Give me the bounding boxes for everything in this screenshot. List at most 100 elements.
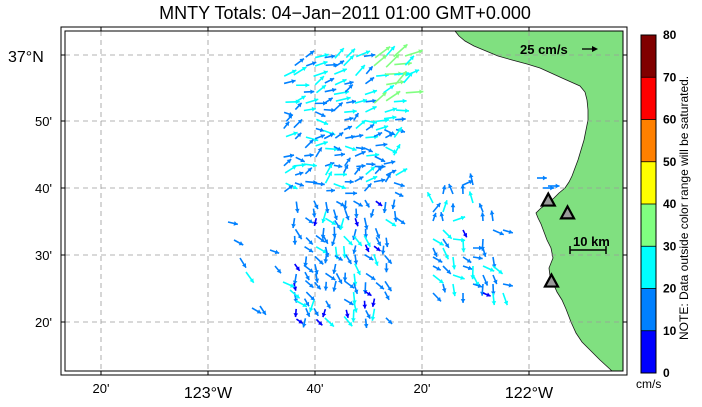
vector-head bbox=[436, 296, 442, 302]
vector-head bbox=[381, 92, 387, 97]
vector-head bbox=[351, 318, 356, 323]
vector-head bbox=[298, 319, 303, 324]
vector-head bbox=[383, 125, 389, 130]
vector-head bbox=[274, 249, 280, 255]
vector-head bbox=[382, 55, 387, 60]
vector-head bbox=[310, 89, 315, 95]
vector-head bbox=[344, 313, 350, 318]
vector-head bbox=[450, 203, 456, 208]
vector-head bbox=[249, 278, 254, 283]
lat-label-30: 30' bbox=[35, 248, 52, 263]
vector-head bbox=[311, 213, 317, 218]
colorbar-tick-label: 30 bbox=[663, 239, 677, 253]
vector-head bbox=[466, 258, 472, 263]
vector-head bbox=[390, 46, 395, 51]
vector-head bbox=[391, 222, 397, 227]
vector-head bbox=[302, 302, 307, 307]
vector-head bbox=[381, 164, 386, 169]
vector-head bbox=[238, 241, 244, 246]
vector-head bbox=[503, 300, 509, 306]
vector-head bbox=[356, 270, 361, 275]
vector-head bbox=[314, 270, 319, 275]
vector-head bbox=[376, 241, 381, 246]
vector-head bbox=[418, 49, 423, 54]
vector-head bbox=[276, 268, 282, 274]
vector-head bbox=[493, 279, 498, 285]
vector-head bbox=[384, 242, 390, 248]
vector-head bbox=[402, 71, 407, 76]
vector-head bbox=[400, 128, 405, 134]
vector-head bbox=[300, 157, 305, 163]
vector-head bbox=[294, 208, 300, 213]
vector-head bbox=[299, 182, 304, 187]
vector-head bbox=[291, 79, 296, 84]
reference-arrow-label: 25 cm/s bbox=[520, 42, 568, 57]
vector-head bbox=[336, 224, 341, 230]
vector-head bbox=[353, 308, 358, 313]
vector-head bbox=[348, 300, 354, 305]
vector-head bbox=[369, 77, 375, 82]
vector-head bbox=[308, 240, 313, 245]
vector-head bbox=[333, 62, 338, 68]
vector-head bbox=[362, 304, 368, 309]
vector-head bbox=[321, 85, 326, 90]
vector-head bbox=[320, 134, 325, 139]
colorbar-band bbox=[641, 35, 656, 78]
vector-head bbox=[288, 185, 293, 190]
vector-head bbox=[357, 241, 362, 246]
vector-head bbox=[331, 54, 336, 59]
vector-head bbox=[441, 185, 447, 190]
vector-head bbox=[284, 121, 290, 127]
vector-head bbox=[354, 214, 359, 218]
vector-head bbox=[328, 97, 333, 102]
vector-head bbox=[331, 107, 336, 113]
vector-head bbox=[317, 320, 323, 326]
vector-head bbox=[477, 283, 483, 288]
lat-label-37n: 37°N bbox=[8, 49, 44, 66]
vector-head bbox=[343, 172, 347, 177]
vector-head bbox=[361, 146, 366, 151]
map-title: MNTY Totals: 04−Jan−2011 01:00 GMT+0.000 bbox=[159, 3, 531, 23]
vector-head bbox=[349, 283, 355, 289]
vector-head bbox=[446, 269, 451, 274]
vector-head bbox=[438, 279, 444, 284]
vector-head bbox=[338, 163, 343, 169]
vector-head bbox=[342, 277, 348, 282]
vector-head bbox=[460, 299, 466, 303]
vector-head bbox=[320, 181, 325, 187]
vector-head bbox=[291, 69, 297, 74]
vector-head bbox=[400, 219, 406, 224]
vector-head bbox=[308, 268, 314, 273]
vector-head bbox=[308, 219, 313, 224]
vector-head bbox=[427, 192, 432, 197]
vector-head bbox=[368, 148, 373, 153]
vector-head bbox=[398, 192, 404, 197]
vector-head bbox=[309, 139, 314, 145]
vector-head bbox=[371, 161, 376, 167]
vector-head bbox=[486, 292, 491, 297]
vector-head bbox=[372, 89, 378, 94]
vector-head bbox=[483, 281, 489, 286]
vector-head bbox=[301, 67, 307, 72]
vector-head bbox=[338, 279, 343, 284]
vector-head bbox=[327, 171, 332, 177]
vector-head bbox=[359, 133, 364, 139]
vector-head bbox=[376, 246, 381, 251]
vector-head bbox=[323, 140, 328, 146]
vector-head bbox=[339, 48, 344, 53]
vector-head bbox=[298, 171, 304, 176]
vector-head bbox=[346, 96, 351, 101]
vector-head bbox=[391, 169, 397, 174]
colorbar-tick-label: 50 bbox=[663, 155, 677, 169]
vector-head bbox=[297, 102, 302, 108]
lon-label-20w-b: 20' bbox=[414, 381, 431, 396]
vector-head bbox=[433, 252, 438, 257]
vector-head bbox=[324, 53, 329, 58]
colorbar-tick-label: 80 bbox=[663, 28, 677, 42]
vector-head bbox=[385, 295, 390, 300]
vector-head bbox=[370, 53, 376, 58]
vector-head bbox=[256, 309, 262, 314]
vector-head bbox=[323, 60, 328, 66]
lon-label-20w: 20' bbox=[93, 381, 110, 396]
vector-head bbox=[394, 54, 400, 59]
